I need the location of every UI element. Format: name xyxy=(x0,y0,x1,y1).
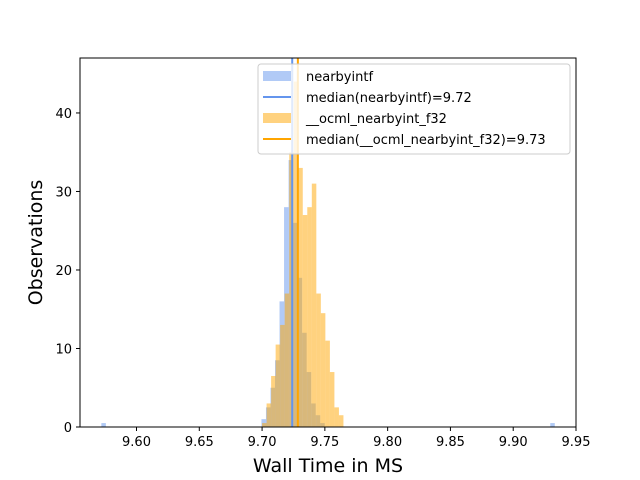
legend: nearbyintf median(nearbyintf)=9.72 __ocm… xyxy=(257,63,571,155)
histogram-bar-series-1-bin-9 xyxy=(302,215,308,427)
plot-bars xyxy=(101,81,555,427)
legend-label-nearbyintf: nearbyintf xyxy=(306,70,373,85)
histogram-bar-series-1-bin-10 xyxy=(307,207,312,427)
histogram-bar-series-0-bin-15 xyxy=(550,423,555,427)
histogram-bar-series-1-bin-12 xyxy=(316,293,321,427)
legend-label-median-ocml: median(__ocml_nearbyint_f32)=9.73 xyxy=(306,133,546,148)
histogram-bar-series-1-bin-13 xyxy=(320,313,326,427)
plot-area-frame xyxy=(79,57,577,428)
legend-label-median-nearbyintf: median(nearbyintf)=9.72 xyxy=(306,91,472,106)
legend-box xyxy=(257,63,571,155)
histogram-bar-series-1-bin-4 xyxy=(280,324,285,427)
histogram-bar-series-1-bin-8 xyxy=(298,167,303,427)
histogram-bar-series-1-bin-17 xyxy=(338,415,344,427)
y-tick-label-4: 40 xyxy=(55,107,72,122)
histogram-bar-series-1-bin-7 xyxy=(293,81,299,427)
x-tick-label-3: 9.75 xyxy=(310,435,339,450)
y-tick-label-1: 10 xyxy=(55,342,72,357)
x-tick-label-1: 9.65 xyxy=(185,435,214,450)
histogram-bar-series-1-bin-5 xyxy=(284,293,290,427)
y-tick-label-2: 20 xyxy=(55,264,72,279)
legend-swatch-ocml xyxy=(263,113,291,123)
x-axis-label: Wall Time in MS xyxy=(253,455,403,477)
y-axis: 0 10 20 30 40 xyxy=(55,107,80,436)
y-axis-label: Observations xyxy=(25,180,47,306)
x-tick-label-0: 9.60 xyxy=(122,435,151,450)
x-tick-label-6: 9.90 xyxy=(499,435,528,450)
histogram-bar-series-1-bin-16 xyxy=(334,407,339,427)
y-tick-label-0: 0 xyxy=(64,421,72,436)
histogram-bar-series-1-bin-1 xyxy=(266,403,272,427)
histogram-bar-series-0-bin-0 xyxy=(101,423,106,427)
legend-label-ocml: __ocml_nearbyint_f32 xyxy=(305,112,447,127)
histogram-bar-series-1-bin-11 xyxy=(311,183,317,427)
x-axis: 9.60 9.65 9.70 9.75 9.80 9.85 9.90 9.95 xyxy=(122,427,590,450)
histogram-bar-series-1-bin-3 xyxy=(275,344,281,427)
y-tick-label-3: 30 xyxy=(55,185,72,200)
x-tick-label-7: 9.95 xyxy=(562,435,591,450)
legend-swatch-nearbyintf xyxy=(263,71,291,81)
histogram-bar-series-1-bin-15 xyxy=(329,372,335,427)
x-tick-label-2: 9.70 xyxy=(248,435,277,450)
x-tick-label-5: 9.85 xyxy=(436,435,465,450)
x-tick-label-4: 9.80 xyxy=(373,435,402,450)
histogram-bar-series-1-bin-14 xyxy=(325,340,330,427)
histogram-bar-series-1-bin-2 xyxy=(271,375,276,427)
histogram-bar-series-1-bin-0 xyxy=(262,423,267,427)
